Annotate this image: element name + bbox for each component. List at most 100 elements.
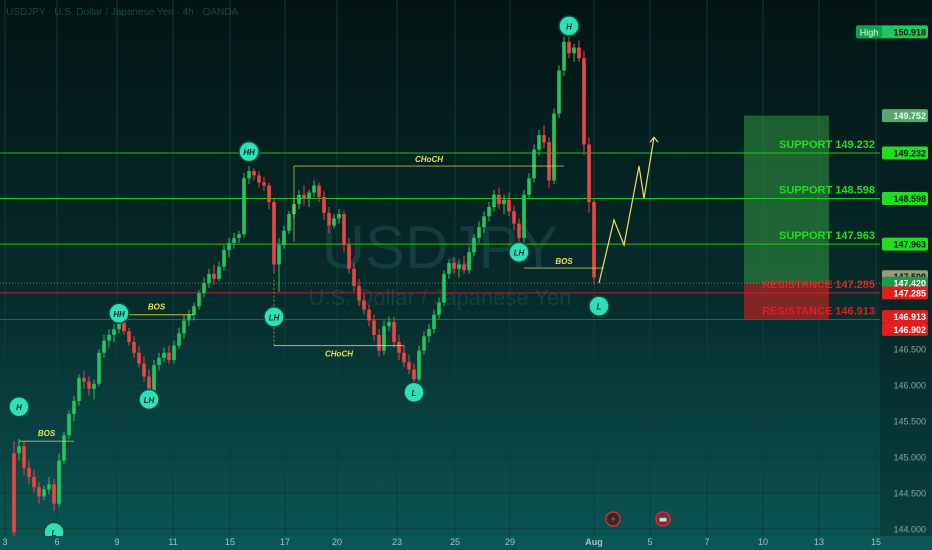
candle-body: [147, 376, 151, 396]
candle-body: [357, 286, 361, 301]
time-tick-1: 6: [54, 537, 59, 547]
candle-62: [322, 191, 326, 220]
candle-body: [247, 171, 251, 179]
candle-body: [192, 306, 196, 315]
bos-label-0: BOS: [38, 429, 56, 438]
candle-99: [507, 192, 511, 217]
candle-9: [57, 453, 61, 508]
swing-marker-l: L: [403, 381, 425, 404]
candle-body: [432, 314, 436, 330]
candle-body: [102, 340, 106, 353]
candle-83: [427, 324, 431, 343]
swing-marker-text: L: [412, 389, 417, 398]
swing-marker-text: L: [597, 303, 602, 312]
candle-49: [257, 171, 261, 188]
time-tick-3: 11: [168, 537, 177, 547]
candle-114: [582, 51, 586, 156]
candle-109: [557, 65, 561, 118]
time-axis[interactable]: 3 6 9 11 15 17 20 23 25 29 Aug 5 7 10 13 15: [0, 536, 932, 550]
candle-32: [172, 340, 176, 364]
candle-body: [182, 320, 186, 334]
candle-body: [467, 252, 471, 271]
candle-body: [17, 446, 21, 454]
candle-31: [167, 345, 171, 364]
price-badge-bg: [882, 310, 928, 324]
candle-65: [337, 209, 341, 224]
candle-body: [97, 352, 101, 384]
candle-body: [407, 362, 411, 370]
candle-90: [462, 255, 466, 274]
price-tick-0: 144.000: [893, 524, 926, 534]
candle-body: [167, 352, 171, 360]
candle-body: [262, 182, 266, 186]
candle-53: [277, 237, 281, 292]
resistance-label-4: RESISTANCE 146.913: [762, 306, 875, 318]
swing-marker-circle: [138, 388, 160, 411]
price-badge-value: 148.598: [893, 194, 926, 204]
candle-body: [587, 144, 591, 202]
candle-body: [492, 194, 496, 207]
candle-body: [312, 185, 316, 193]
candle-body: [212, 273, 216, 279]
candle-116: [592, 198, 596, 285]
candle-body: [52, 484, 56, 504]
price-badge-bg: [882, 192, 928, 206]
time-axis-bg: [0, 536, 932, 550]
candle-body: [232, 237, 236, 243]
time-tick-8: 25: [450, 537, 460, 547]
swing-marker-hh: HH: [108, 302, 130, 325]
candle-body: [562, 41, 566, 71]
candle-88: [452, 257, 456, 274]
candle-8: [52, 478, 56, 511]
lightning-icon[interactable]: [605, 511, 621, 527]
price-badge-value: 147.963: [893, 240, 926, 250]
price-badge-bg: [882, 146, 928, 160]
price-badge-support: 147.963: [882, 237, 928, 251]
candle-16: [92, 379, 96, 400]
candle-body: [62, 435, 66, 461]
candle-41: [217, 261, 221, 281]
time-tick-9: 29: [505, 537, 515, 547]
candle-body: [227, 242, 231, 251]
candle-68: [352, 263, 356, 292]
candle-body: [422, 336, 426, 351]
candle-body: [547, 142, 551, 181]
candle-body: [57, 460, 61, 504]
candle-82: [422, 331, 426, 355]
candle-body: [207, 273, 211, 284]
price-badge-value: 147.420: [893, 279, 926, 289]
candle-body: [577, 47, 581, 59]
candle-0: [12, 441, 16, 549]
candle-59: [307, 189, 311, 207]
time-tick-13: 10: [758, 537, 768, 547]
candle-69: [357, 278, 361, 307]
candle-body: [367, 309, 371, 321]
time-tick-5: 17: [280, 537, 290, 547]
calendar-flag-icon[interactable]: [655, 511, 671, 527]
candle-body: [567, 41, 571, 54]
candle-29: [157, 352, 161, 371]
candle-102: [522, 189, 526, 243]
bos-label-2: BOS: [555, 257, 573, 266]
candle-39: [207, 268, 211, 289]
candle-body: [47, 484, 51, 490]
swing-marker-text: HH: [243, 148, 255, 157]
candle-body: [242, 178, 246, 235]
price-badge-value: 146.913: [893, 312, 926, 322]
candle-77: [397, 334, 401, 360]
candle-44: [232, 232, 236, 249]
price-badge-resistance: 147.285: [882, 286, 928, 300]
swing-marker-text: HH: [113, 310, 125, 319]
candle-body: [572, 47, 576, 54]
price-axis[interactable]: 144.000 144.500 145.000 145.500 146.000 146.5…: [856, 0, 932, 550]
candle-body: [397, 342, 401, 353]
candle-10: [62, 431, 66, 465]
zone-target: [744, 115, 829, 284]
candle-body: [297, 194, 301, 205]
candle-71: [367, 304, 371, 327]
candle-body: [552, 113, 556, 181]
candle-37: [197, 290, 201, 310]
swing-marker-text: LH: [514, 249, 525, 258]
